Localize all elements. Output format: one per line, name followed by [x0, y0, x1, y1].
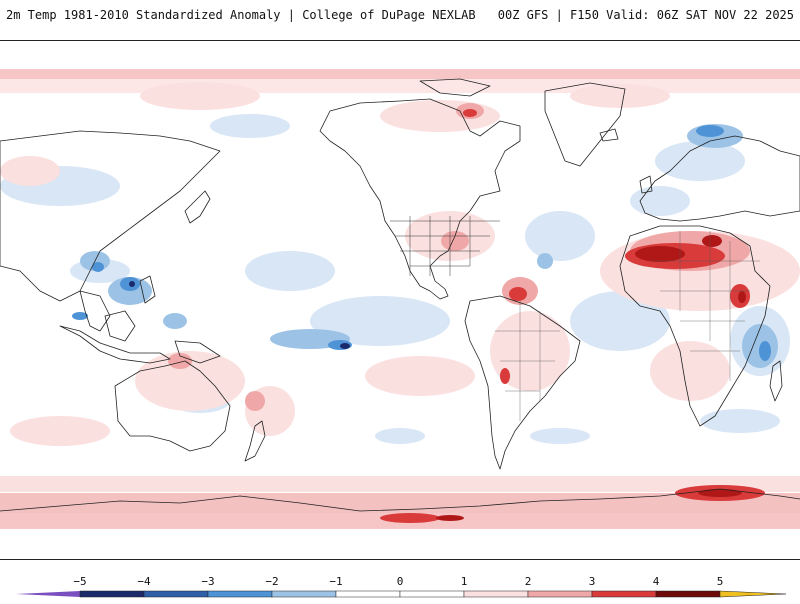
colorbar-segment-neg3 [207, 590, 273, 598]
colorbar-segment-neg1 [335, 590, 401, 598]
north-america-outline [319, 98, 521, 300]
colorbar-segment-pos3 [527, 590, 593, 598]
colorbar-segment-pos2 [463, 590, 529, 598]
tick-label: 0 [397, 575, 404, 588]
tick-label: −2 [265, 575, 278, 588]
coastlines [0, 78, 800, 512]
colorbar-svg: −5 −4 −3 −2 −1 0 1 2 3 4 5 [16, 575, 787, 598]
borneo-outline [104, 310, 136, 342]
tick-label: 4 [653, 575, 660, 588]
new-zealand-outline [244, 420, 266, 462]
arctic-islands-outline [419, 78, 491, 97]
tick-label: −4 [137, 575, 151, 588]
colorbar-legend: −5 −4 −3 −2 −1 0 1 2 3 4 5 [0, 560, 800, 600]
map-canvas [0, 41, 800, 559]
colorbar-segment-neg2 [271, 590, 337, 598]
tick-label: −3 [201, 575, 214, 588]
extreme-cool-spots [129, 281, 350, 349]
japan-outline [184, 190, 211, 224]
colorbar-segment-neg5 [79, 590, 145, 598]
colorbar-segment-neg4 [143, 590, 209, 598]
tick-label: 3 [589, 575, 596, 588]
tick-label: 1 [461, 575, 468, 588]
new-guinea-outline [174, 340, 221, 364]
arctic-warm-band [0, 69, 800, 93]
europe-outline [639, 135, 800, 222]
southeast-asia-outline [79, 290, 111, 332]
tick-label: −5 [73, 575, 86, 588]
tick-label: −1 [329, 575, 342, 588]
antarctica-outline [0, 488, 800, 512]
africa-outline [619, 225, 771, 427]
global-anomaly-map [0, 40, 800, 560]
colorbar-left-arrow [16, 591, 80, 597]
british-isles-outline [639, 175, 653, 194]
country-borders [495, 231, 760, 421]
header: 2m Temp 1981-2010 Standardized Anomaly |… [0, 0, 800, 32]
south-america-outline [464, 295, 581, 470]
antarctic-warm-band [0, 476, 800, 529]
greenland-outline [544, 82, 626, 167]
indonesia-outline [59, 325, 171, 364]
australia-outline [114, 360, 231, 452]
madagascar-outline [769, 360, 783, 402]
extreme-warm-patches [635, 235, 746, 303]
iceland-outline [599, 128, 619, 142]
asia-outline [0, 130, 221, 302]
colorbar-segment-pos1 [399, 590, 465, 598]
us-state-borders [390, 216, 500, 276]
model-run-info: 00Z GFS | F150 Valid: 06Z SAT NOV 22 202… [497, 8, 794, 22]
tick-label: 2 [525, 575, 532, 588]
colorbar-segment-pos5 [655, 590, 721, 598]
colorbar-right-arrow [719, 590, 787, 598]
colorbar-segment-pos4 [591, 590, 657, 598]
tick-label: 5 [717, 575, 724, 588]
philippines-outline [139, 275, 156, 304]
map-title: 2m Temp 1981-2010 Standardized Anomaly |… [6, 8, 476, 22]
